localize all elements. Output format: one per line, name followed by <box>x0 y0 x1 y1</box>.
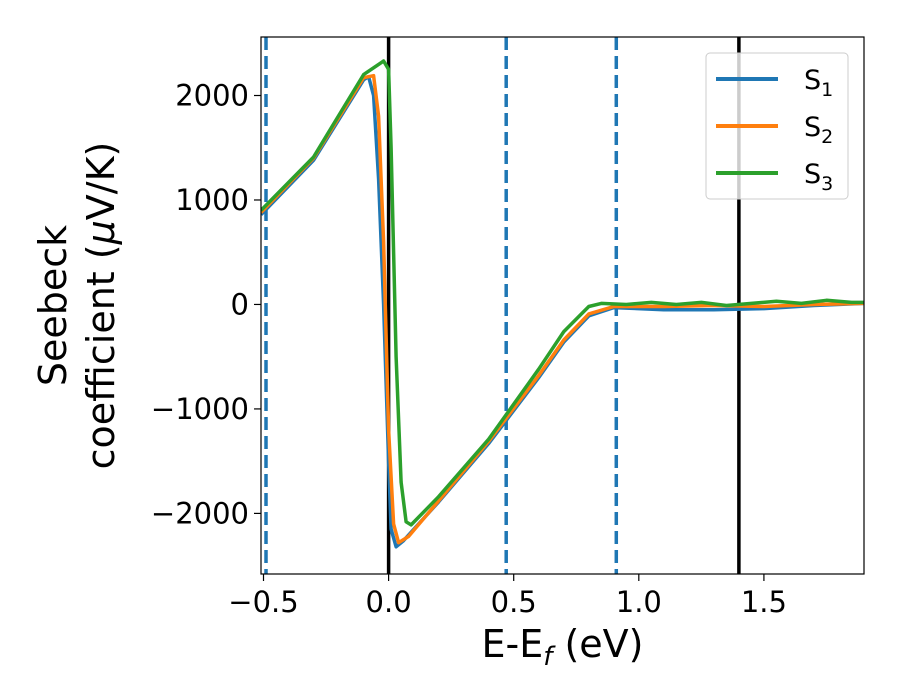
series-line-s2 <box>261 73 864 545</box>
x-axis-label-main: E-E <box>482 622 544 666</box>
legend: S1 S2 S3 <box>705 52 849 200</box>
y-axis-label-mu: μ <box>79 220 123 245</box>
series-line-s3 <box>261 59 864 527</box>
x-axis-label: E-Ef (eV) <box>482 622 644 672</box>
y-axis-label: Seebeck coefficient (μV/K) <box>31 142 123 470</box>
y-axis-label-line1: Seebeck <box>31 225 75 386</box>
y-tick-label: −2000 <box>151 496 249 530</box>
x-axis-ticks: −0.5 0.0 0.5 1.0 1.5 <box>228 574 787 619</box>
y-axis-ticks: −2000 −1000 0 1000 2000 <box>151 79 261 530</box>
x-tick-label: 1.5 <box>741 585 787 619</box>
y-axis-label-line2: coefficient (μV/K) <box>79 142 123 470</box>
y-axis-label-unit: V/K) <box>79 142 123 221</box>
x-tick-label: −0.5 <box>228 585 298 619</box>
y-tick-label: 0 <box>231 287 249 321</box>
y-tick-label: 2000 <box>175 79 249 113</box>
legend-label-s1: S1 <box>804 65 833 101</box>
y-tick-label: −1000 <box>151 392 249 426</box>
y-axis-label-text: coefficient ( <box>79 244 123 469</box>
x-tick-label: 0.5 <box>491 585 537 619</box>
series-lines <box>261 59 864 549</box>
x-tick-label: 1.0 <box>616 585 662 619</box>
legend-label-s2: S2 <box>804 112 833 148</box>
x-tick-label: 0.0 <box>366 585 412 619</box>
y-tick-label: 1000 <box>175 183 249 217</box>
x-axis-label-unit: (eV) <box>552 622 643 666</box>
legend-label-s3: S3 <box>804 159 833 195</box>
plot-frame <box>260 36 865 575</box>
